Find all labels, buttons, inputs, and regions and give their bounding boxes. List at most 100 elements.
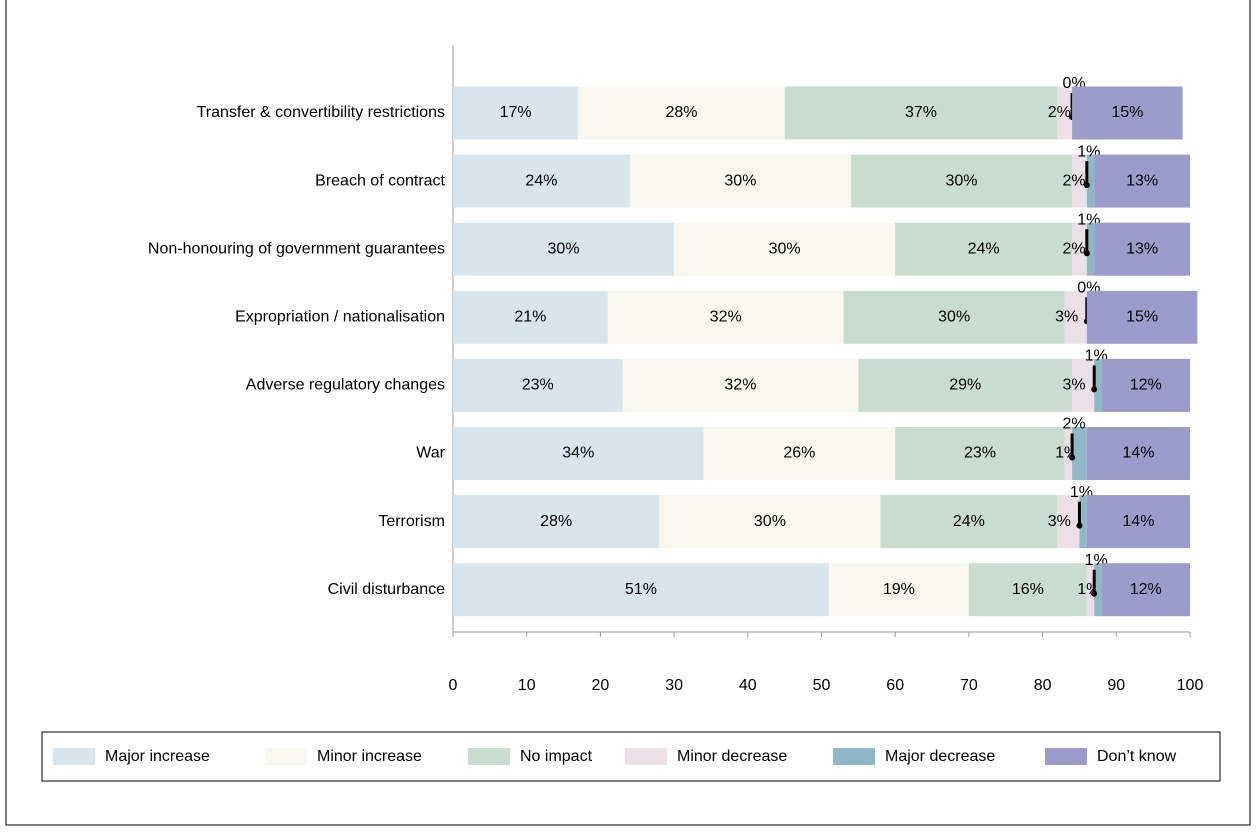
data-label: 3% — [1055, 309, 1078, 326]
frame — [5, 0, 1251, 826]
bar-segment — [1101, 358, 1190, 412]
y-tick-label: Adverse regulatory changes — [246, 377, 445, 394]
bar-segment — [453, 222, 675, 276]
data-label: 37% — [905, 104, 937, 121]
y-tick-label: Expropriation / nationalisation — [235, 309, 445, 326]
bar-segment — [1101, 563, 1190, 617]
data-label: 2% — [1063, 172, 1086, 189]
legend-swatch — [1045, 748, 1087, 765]
data-label: 12% — [1130, 377, 1162, 394]
bar-segment — [453, 290, 608, 344]
data-label: 19% — [883, 581, 915, 598]
bar-segment — [703, 427, 896, 480]
bar-segment — [607, 290, 844, 344]
data-label: 21% — [514, 309, 546, 326]
data-label: 24% — [968, 240, 1000, 257]
legend-label: No impact — [520, 748, 593, 765]
x-tick-label: 100 — [1177, 677, 1204, 694]
data-label: 3% — [1063, 377, 1086, 394]
legend-label: Minor decrease — [677, 748, 787, 765]
data-label: 15% — [1126, 309, 1158, 326]
data-label: 13% — [1126, 172, 1158, 189]
bar-segment — [674, 222, 896, 276]
bar-segment — [858, 358, 1073, 412]
data-label: 16% — [1012, 581, 1044, 598]
data-label: 32% — [724, 377, 756, 394]
bar-segment — [629, 154, 851, 208]
bar-segment — [1086, 495, 1190, 549]
bar-segment — [1094, 358, 1102, 412]
data-label: 12% — [1130, 581, 1162, 598]
leader-dot — [1069, 454, 1076, 461]
legend-swatch — [265, 748, 307, 765]
data-label: 34% — [562, 445, 594, 462]
legend-swatch — [625, 748, 667, 765]
bar-segment — [843, 290, 1065, 344]
y-tick-label: Terrorism — [378, 513, 445, 530]
data-label: 14% — [1122, 445, 1154, 462]
data-label: 24% — [525, 172, 557, 189]
data-label: 30% — [548, 240, 580, 257]
y-tick-label: Transfer & convertibility restrictions — [197, 104, 445, 121]
y-tick-label: Civil disturbance — [328, 581, 445, 598]
bar-segment — [1086, 563, 1095, 617]
leader-dot — [1076, 522, 1083, 529]
y-tick-label: Non-honouring of government guarantees — [148, 240, 445, 257]
bar-segment — [578, 86, 785, 140]
legend-swatch — [833, 748, 875, 765]
data-label: 13% — [1126, 240, 1158, 257]
legend-label: Major increase — [105, 748, 210, 765]
x-tick-label: 50 — [813, 677, 831, 694]
bar-segment — [1072, 358, 1095, 412]
bar-segment — [1079, 495, 1087, 549]
bar-segment — [784, 86, 1058, 140]
bar-segment — [1086, 427, 1190, 480]
data-label: 24% — [953, 513, 985, 530]
leader-dot — [1083, 250, 1090, 257]
bar-segment — [1072, 154, 1087, 208]
bar-segment — [880, 495, 1058, 549]
data-label: 17% — [500, 104, 532, 121]
bar-segment — [453, 563, 829, 617]
data-label: 30% — [938, 309, 970, 326]
bar-segment — [1086, 154, 1095, 208]
x-tick-label: 30 — [665, 677, 683, 694]
data-label: 2% — [1048, 104, 1071, 121]
data-label: 3% — [1048, 513, 1071, 530]
data-label: 2% — [1063, 240, 1086, 257]
x-tick-label: 90 — [1107, 677, 1125, 694]
bar-segment — [1072, 427, 1087, 480]
data-label: 23% — [964, 445, 996, 462]
bar-segment — [453, 154, 630, 208]
legend-label: Don’t know — [1097, 748, 1177, 765]
data-label: 28% — [665, 104, 697, 121]
x-tick-label: 0 — [449, 677, 458, 694]
y-tick-label: War — [416, 445, 445, 462]
legend-label: Minor increase — [317, 748, 422, 765]
data-label: 32% — [710, 309, 742, 326]
leader-dot — [1091, 590, 1098, 597]
bar-segment — [1057, 86, 1073, 140]
data-label: 2% — [1063, 416, 1086, 433]
x-tick-label: 40 — [739, 677, 757, 694]
bar-segment — [968, 563, 1087, 617]
bar-segment — [895, 427, 1065, 480]
x-tick-label: 20 — [592, 677, 610, 694]
bar-segment — [850, 154, 1073, 208]
legend-swatch — [468, 748, 510, 765]
bar-segment — [828, 563, 969, 617]
data-label: 30% — [724, 172, 756, 189]
leader-dot — [1083, 182, 1090, 189]
bar-segment — [622, 358, 859, 412]
bar-segment — [1072, 86, 1183, 140]
x-tick-label: 60 — [886, 677, 904, 694]
bar-segment — [659, 495, 881, 549]
bar-segment — [1057, 495, 1080, 549]
data-label: 51% — [625, 581, 657, 598]
data-label: 30% — [946, 172, 978, 189]
leader-dot — [1091, 386, 1098, 393]
data-label: 30% — [769, 240, 801, 257]
y-tick-label: Breach of contract — [315, 172, 445, 189]
data-label: 23% — [522, 377, 554, 394]
